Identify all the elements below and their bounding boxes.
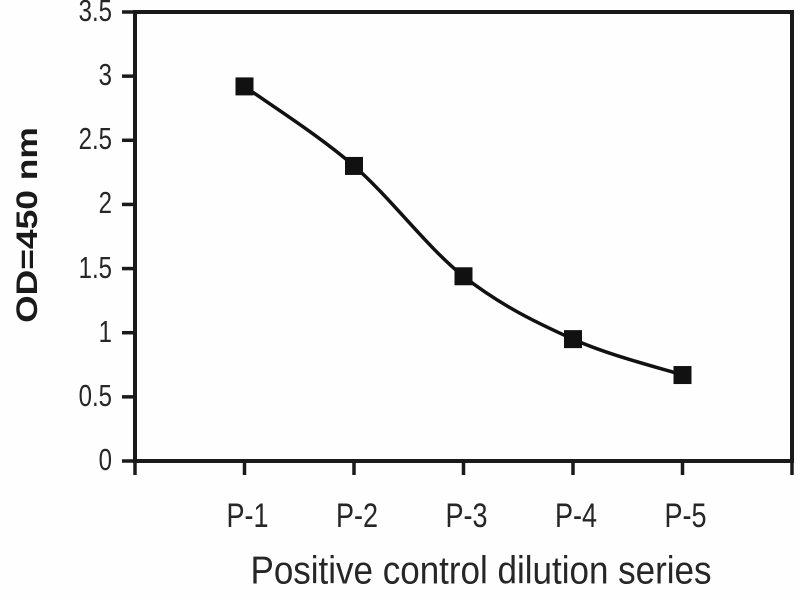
y-tick-label-0.5-text: 0.5	[78, 379, 112, 414]
y-tick-label-2: 2	[99, 187, 112, 221]
x-tick-label-P-3-text: P-3	[445, 496, 488, 535]
y-tick-label-2.5-text: 2.5	[78, 122, 112, 157]
y-tick-label-3.5: 3.5	[79, 0, 112, 29]
x-tick-label-P-4-text: P-4	[554, 496, 598, 535]
data-point-P-5	[673, 366, 692, 385]
x-axis-title-text: Positive control dilution series	[250, 548, 712, 593]
y-tick-label-3: 3	[99, 58, 112, 92]
x-tick-label-P-2: P-2	[336, 496, 378, 534]
y-tick-label-0-text: 0	[98, 443, 112, 478]
y-tick-label-1.5-text: 1.5	[78, 250, 112, 286]
x-tick-label-P-1: P-1	[226, 496, 268, 534]
y-tick-label-1: 1	[99, 315, 112, 349]
data-point-P-3	[454, 267, 473, 286]
data-point-P-2	[345, 156, 363, 175]
y-tick-label-1.5: 1.5	[79, 251, 112, 285]
plot-frame	[133, 10, 794, 463]
y-tick-label-0.5: 0.5	[79, 379, 112, 413]
x-tick-label-P-5: P-5	[664, 496, 706, 534]
y-axis-title: OD=450 nm	[0, 127, 111, 323]
series-line	[243, 84, 684, 377]
y-tick-label-2-text: 2	[98, 186, 112, 221]
y-tick-label-3.5-text: 3.5	[78, 0, 112, 29]
x-tick-label-P-4: P-4	[555, 496, 597, 534]
x-tick-label-P-5-text: P-5	[664, 496, 707, 535]
x-tick-label-P-1-text: P-1	[226, 496, 269, 535]
y-tick-label-1-text: 1	[98, 314, 112, 350]
x-tick-label-P-3: P-3	[445, 496, 487, 534]
y-axis-title-text: OD=450 nm	[11, 127, 44, 323]
y-tick-label-0: 0	[99, 443, 112, 477]
x-tick-label-P-2-text: P-2	[335, 496, 379, 535]
y-tick-label-3-text: 3	[98, 58, 112, 93]
data-point-P-1	[235, 77, 254, 96]
data-point-P-4	[564, 330, 582, 349]
x-axis-title: Positive control dilution series	[250, 548, 712, 593]
y-tick-label-2.5: 2.5	[79, 123, 112, 157]
